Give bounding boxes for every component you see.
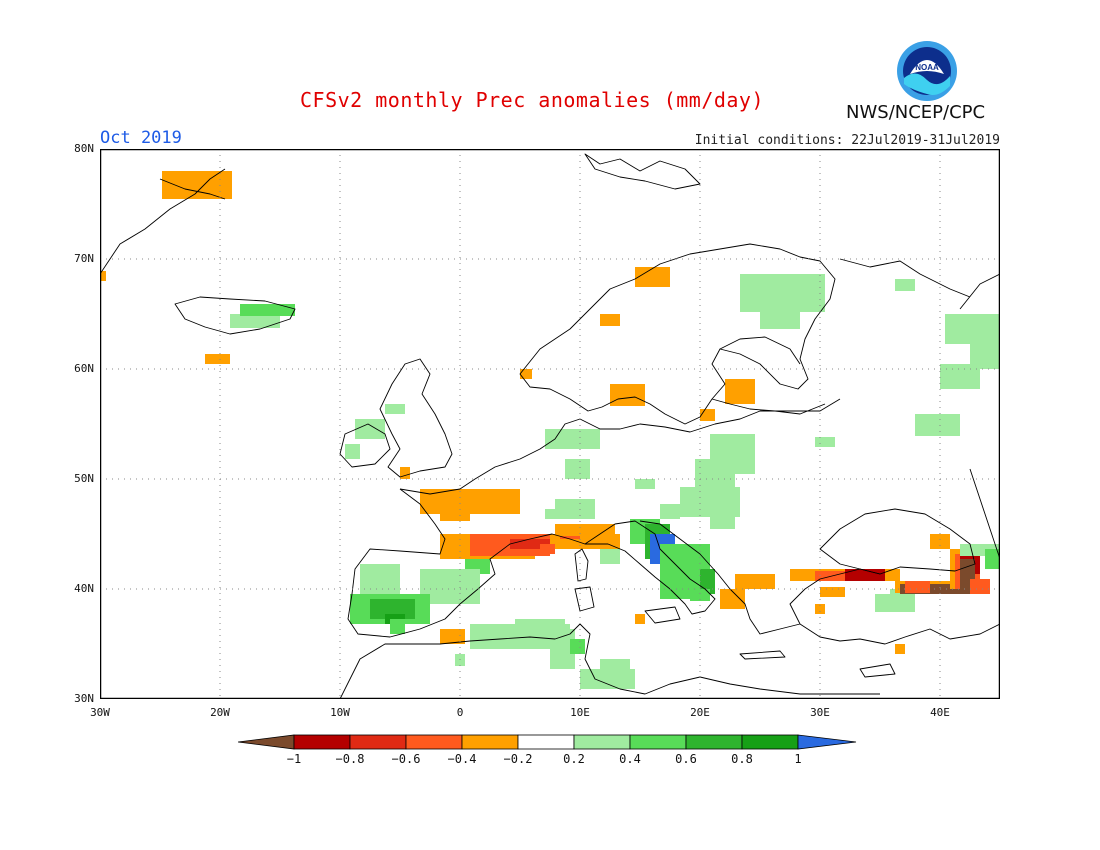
lat-lon-grid (100, 149, 1000, 699)
anomaly-cell (162, 171, 232, 199)
anomaly-cell (635, 614, 645, 624)
legend-label: 0.8 (731, 752, 753, 766)
legend-label: 0.4 (619, 752, 641, 766)
anomaly-cell (565, 459, 590, 479)
lon-label: 20E (690, 706, 710, 719)
lon-label: 0 (456, 706, 464, 719)
anomaly-cell (985, 549, 1000, 569)
legend-swatch (573, 734, 631, 750)
anomaly-cell (205, 354, 230, 364)
legend-swatch (349, 734, 407, 750)
legend-arrow-high (797, 734, 857, 750)
legend-label: −1 (286, 752, 302, 766)
legend-label: −0.6 (391, 752, 421, 766)
lat-label: 60N (74, 362, 94, 375)
legend-label: −0.4 (447, 752, 477, 766)
anomaly-cell (390, 619, 405, 634)
anomaly-cell (635, 479, 655, 489)
anomaly-cell (700, 409, 715, 421)
anomaly-cell (545, 429, 600, 449)
legend-swatch (517, 734, 575, 750)
lon-label: 30E (810, 706, 830, 719)
lon-label: 30W (90, 706, 110, 719)
legend-swatch (405, 734, 463, 750)
coastlines (100, 153, 1000, 699)
legend-swatch (685, 734, 743, 750)
anomaly-cell (760, 309, 800, 329)
anomaly-cell (230, 314, 280, 328)
legend-swatch (293, 734, 351, 750)
anomaly-cell (610, 384, 645, 406)
legend-label: −0.2 (503, 752, 533, 766)
anomaly-cell (815, 604, 825, 614)
anomaly-cell (895, 644, 905, 654)
lat-label: 50N (74, 472, 94, 485)
anomaly-cell (725, 379, 755, 404)
legend-arrow-low (238, 734, 295, 750)
lon-label: 20W (210, 706, 230, 719)
noaa-logo-icon: NOAA (897, 41, 957, 101)
lat-label: 40N (74, 582, 94, 595)
anomaly-cell (355, 419, 385, 439)
anomaly-cell (570, 639, 585, 654)
lat-label: 30N (74, 692, 94, 705)
anomaly-cell (600, 314, 620, 326)
anomaly-cell (815, 437, 835, 447)
anomaly-cell (905, 581, 930, 593)
anomaly-cell (945, 314, 1000, 344)
legend-label: −0.8 (335, 752, 365, 766)
anomaly-cell (385, 404, 405, 414)
anomaly-cell (660, 504, 680, 519)
anomaly-cell (940, 364, 980, 389)
anomaly-cell (710, 509, 735, 529)
anomaly-cell (510, 539, 550, 549)
anomaly-cell (735, 574, 775, 589)
legend-swatch (629, 734, 687, 750)
legend-label: 0.6 (675, 752, 697, 766)
anomaly-cell (100, 271, 106, 281)
color-legend (238, 734, 857, 750)
agency-label: NWS/NCEP/CPC (846, 102, 986, 123)
anomaly-cell (520, 369, 532, 379)
anomaly-cell (600, 549, 620, 564)
anomaly-cell (845, 569, 885, 581)
anomaly-cells (100, 171, 1000, 689)
lat-label: 80N (74, 142, 94, 155)
anomaly-cell (440, 629, 465, 644)
anomaly-cell (915, 414, 960, 436)
anomaly-cell (895, 279, 915, 291)
lon-label: 10E (570, 706, 590, 719)
legend-swatch (741, 734, 799, 750)
lon-label: 10W (330, 706, 350, 719)
anomaly-cell (690, 589, 710, 601)
anomaly-cell (440, 509, 470, 521)
anomaly-cell (240, 304, 295, 316)
anomaly-cell (720, 589, 745, 609)
month-label: Oct 2019 (100, 128, 182, 148)
chart-title: CFSv2 monthly Prec anomalies (mm/day) (300, 88, 765, 112)
legend-label: 0.2 (563, 752, 585, 766)
anomaly-cell (820, 587, 845, 597)
anomaly-map (100, 149, 1000, 699)
lon-label: 40E (930, 706, 950, 719)
logo-text: NOAA (915, 63, 939, 72)
legend-label: 1 (794, 752, 802, 766)
anomaly-cell (790, 274, 825, 304)
anomaly-cell (545, 509, 565, 519)
anomaly-cell (635, 267, 670, 287)
anomaly-cell (970, 579, 990, 594)
anomaly-cell (600, 659, 630, 674)
anomaly-cell (695, 459, 735, 489)
anomaly-cell (930, 534, 950, 549)
initial-conditions-label: Initial conditions: 22Jul2019-31Jul2019 (694, 133, 1000, 148)
lat-label: 70N (74, 252, 94, 265)
legend-swatch (461, 734, 519, 750)
anomaly-cell (790, 569, 810, 581)
anomaly-cell (345, 444, 360, 459)
anomaly-cell (555, 524, 615, 536)
anomaly-cell (400, 467, 410, 479)
anomaly-cell (540, 544, 555, 554)
